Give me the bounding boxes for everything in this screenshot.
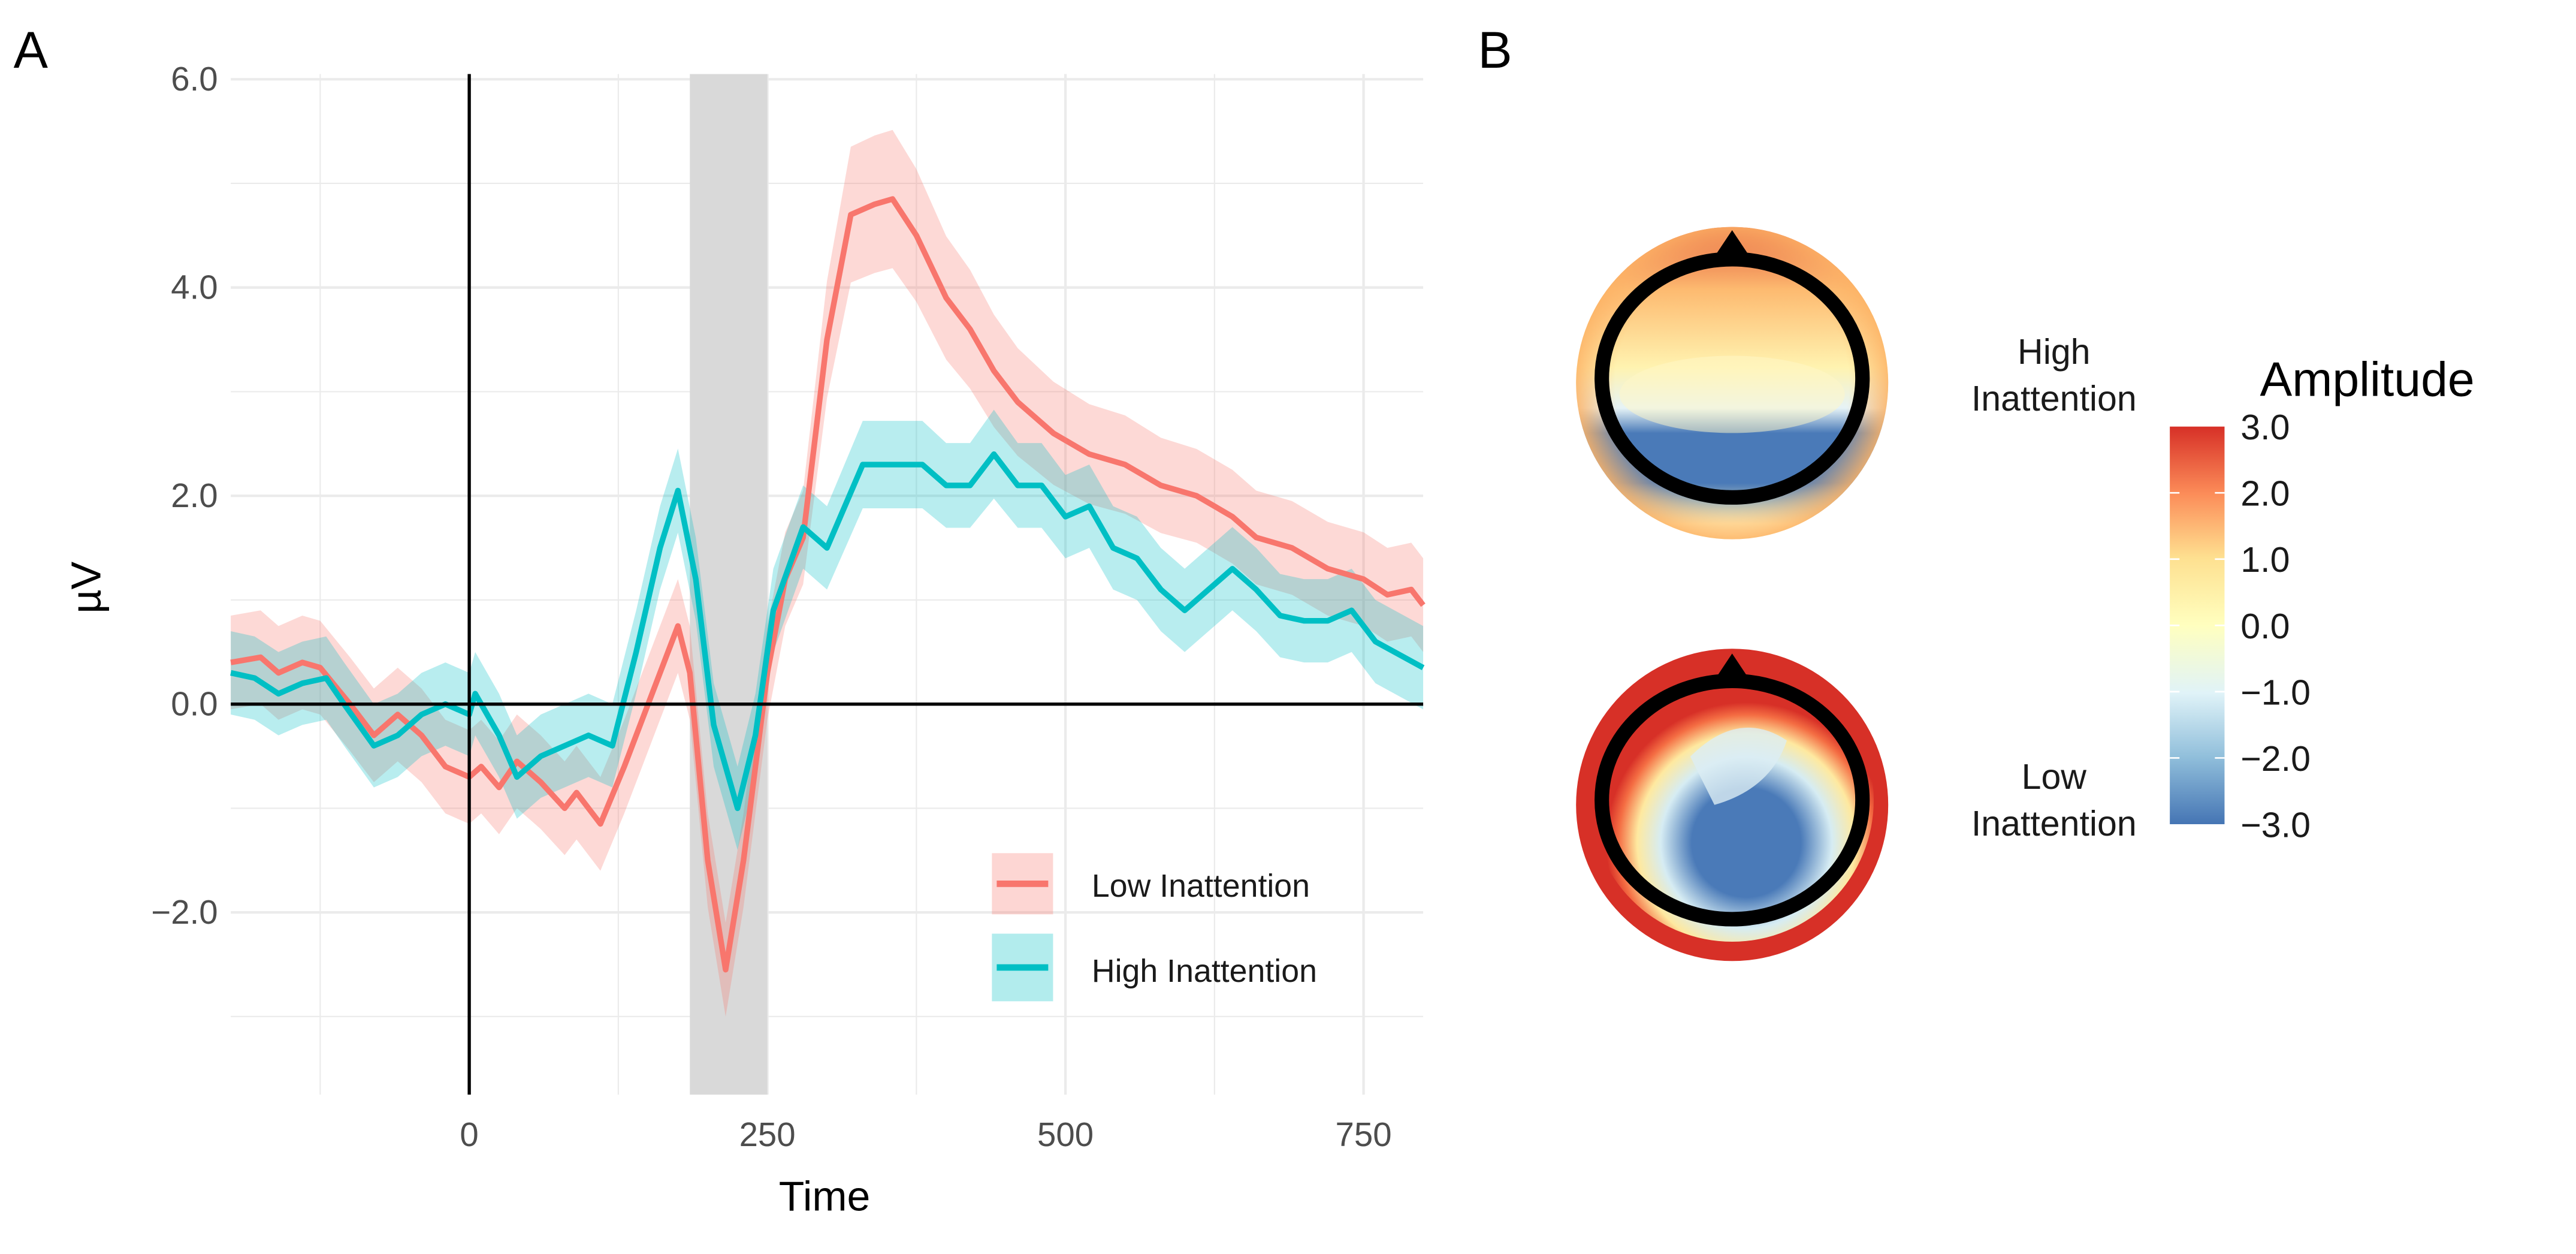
x-tick-label: 750 — [1336, 1116, 1392, 1153]
colorbar-ticks: 3.0 2.0 1.0 0.0 −1.0 −2.0 −3.0 — [2170, 408, 2311, 845]
panel-b-label: B — [1478, 22, 1512, 79]
colorbar-tick-label: 3.0 — [2240, 408, 2290, 447]
topomap-high-label-line2: Inattention — [1971, 379, 2137, 418]
y-tick-label: 6.0 — [171, 60, 218, 98]
analysis-window — [690, 74, 768, 1095]
colorbar-title: Amplitude — [2260, 353, 2475, 407]
y-tick-label: 4.0 — [171, 268, 218, 306]
colorbar-tick-label: 2.0 — [2240, 474, 2290, 514]
x-tick-label: 0 — [460, 1116, 478, 1153]
topomap-high-inattention — [1576, 227, 1889, 539]
colorbar-tick-label: 1.0 — [2240, 540, 2290, 580]
topomap-low-label-line1: Low — [2022, 757, 2087, 797]
y-axis-title: µV — [63, 561, 110, 613]
x-tick-label: 250 — [739, 1116, 796, 1153]
nose-icon — [1716, 230, 1748, 255]
series-line-0 — [230, 196, 1426, 973]
topomap-low-label-line2: Inattention — [1971, 804, 2137, 843]
ci-band-0 — [231, 129, 1424, 1017]
topomap-high-label-line1: High — [2018, 332, 2091, 372]
erp-plot: −2.0 0.0 2.0 4.0 6.0 0 250 500 750 — [151, 60, 1426, 1153]
x-axis-title: Time — [779, 1172, 871, 1219]
colorbar-tick-label: −1.0 — [2240, 673, 2311, 712]
ci-band-1 — [231, 409, 1424, 850]
legend-label-low: Low Inattention — [1092, 868, 1310, 904]
y-tick-label: −2.0 — [151, 893, 218, 931]
colorbar-tick-label: −3.0 — [2240, 805, 2311, 845]
colorbar-tick-label: −2.0 — [2240, 739, 2311, 779]
colorbar-tick-label: 0.0 — [2240, 607, 2290, 646]
legend: Low Inattention High Inattention — [992, 853, 1317, 1002]
nose-icon — [1716, 653, 1748, 678]
head-outline — [1594, 252, 1870, 505]
y-tick-label: 2.0 — [171, 477, 218, 514]
legend-label-high: High Inattention — [1092, 953, 1317, 989]
x-tick-label: 500 — [1037, 1116, 1094, 1153]
panel-a-label: A — [14, 22, 49, 79]
topomap-low-inattention — [1576, 649, 1889, 961]
head-outline — [1594, 673, 1870, 927]
y-tick-label: 0.0 — [171, 685, 218, 722]
series-line-1 — [230, 451, 1425, 812]
